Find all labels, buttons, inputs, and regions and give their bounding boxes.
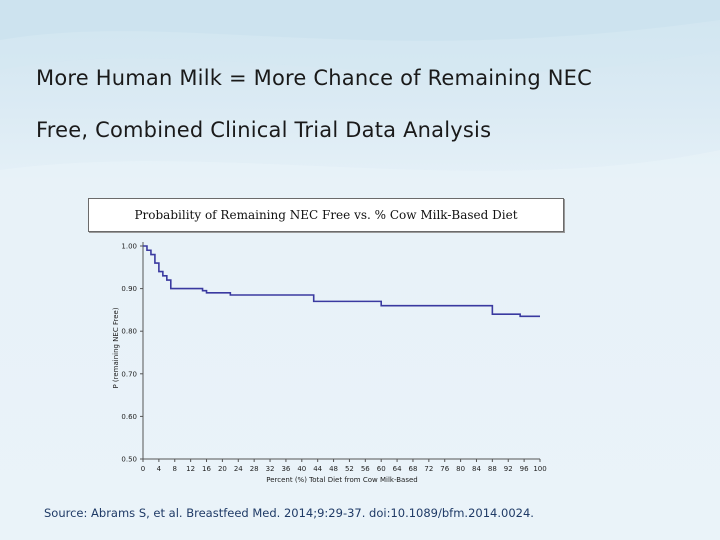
y-tick-label: 0.80	[121, 328, 137, 336]
x-tick-label: 0	[141, 465, 145, 473]
x-tick-label: 8	[173, 465, 177, 473]
y-axis-label: P (remaining NEC Free)	[112, 307, 120, 388]
x-tick-label: 40	[297, 465, 306, 473]
chart-series	[143, 245, 540, 318]
y-tick-label: 1.00	[121, 243, 137, 251]
x-tick-label: 68	[408, 465, 417, 473]
x-axis-label: Percent (%) Total Diet from Cow Milk-Bas…	[266, 476, 417, 484]
x-tick-label: 44	[313, 465, 322, 473]
x-tick-label: 92	[504, 465, 513, 473]
source-citation: Source: Abrams S, et al. Breastfeed Med.…	[44, 506, 534, 520]
x-tick-label: 100	[533, 465, 546, 473]
x-tick-label: 80	[456, 465, 465, 473]
x-tick-label: 56	[361, 465, 370, 473]
y-tick-label: 0.70	[121, 370, 137, 378]
x-tick-label: 32	[266, 465, 275, 473]
decorative-waves	[0, 0, 720, 190]
x-tick-label: 16	[202, 465, 211, 473]
y-tick-label: 0.90	[121, 285, 137, 293]
y-tick-label: 0.50	[121, 456, 137, 464]
x-tick-label: 72	[424, 465, 433, 473]
slide-title-line-1: More Human Milk = More Chance of Remaini…	[36, 66, 593, 90]
x-tick-label: 4	[157, 465, 162, 473]
y-tick-label: 0.60	[121, 413, 137, 421]
chart-ticks: 0.500.600.700.800.901.000 4 8 12 16 20 24 28 32 3…	[121, 243, 546, 474]
survival-step-line	[143, 245, 540, 318]
x-tick-label: 52	[345, 465, 354, 473]
x-tick-label: 20	[218, 465, 227, 473]
chart-title: Probability of Remaining NEC Free vs. % …	[134, 208, 518, 222]
x-tick-label: 28	[250, 465, 259, 473]
x-tick-label: 12	[186, 465, 195, 473]
x-tick-label: 76	[440, 465, 449, 473]
slide-title-line-2: Free, Combined Clinical Trial Data Analy…	[36, 118, 492, 142]
x-tick-label: 36	[281, 465, 290, 473]
chart-title-box: Probability of Remaining NEC Free vs. % …	[88, 198, 564, 232]
x-tick-label: 88	[488, 465, 497, 473]
x-tick-label: 96	[520, 465, 529, 473]
chart-axes	[142, 242, 540, 460]
x-tick-label: 64	[393, 465, 402, 473]
x-tick-label: 60	[377, 465, 386, 473]
x-tick-label: 84	[472, 465, 481, 473]
x-tick-label: 24	[234, 465, 243, 473]
x-tick-label: 48	[329, 465, 338, 473]
title-background	[0, 0, 720, 190]
